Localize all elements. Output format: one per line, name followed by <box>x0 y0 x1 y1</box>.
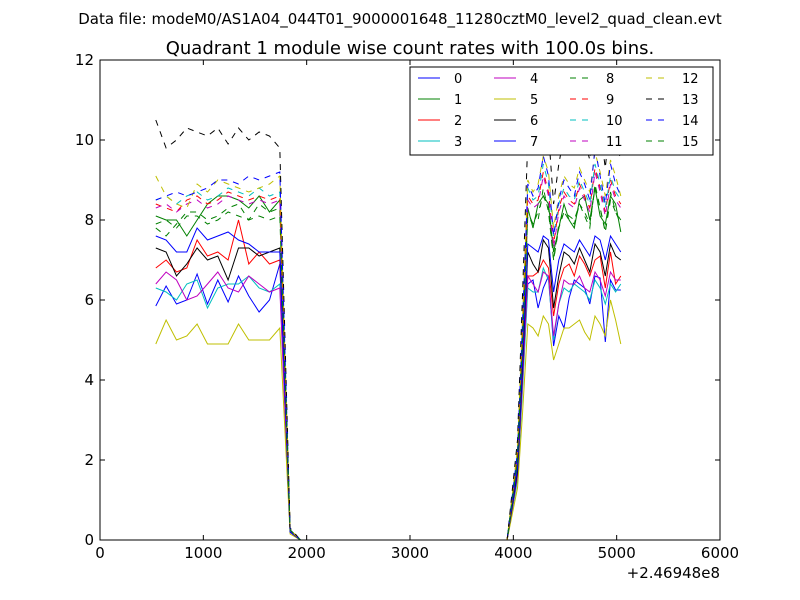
legend-label-15: 15 <box>682 135 699 150</box>
x-tick-label: 5000 <box>598 544 636 562</box>
y-tick-label: 10 <box>75 131 94 149</box>
legend-label-0: 0 <box>454 72 462 87</box>
legend-label-1: 1 <box>454 93 462 108</box>
x-axis-ticks: 0 1000 2000 3000 4000 5000 6000 <box>95 60 739 562</box>
plot-frame <box>99 59 721 541</box>
y-tick-label: 2 <box>84 451 94 469</box>
series-line-13 <box>155 99 622 540</box>
series-line-1 <box>155 187 622 540</box>
legend-label-2: 2 <box>454 114 462 129</box>
legend-frame <box>409 66 714 156</box>
y-tick-label: 0 <box>84 531 94 549</box>
legend-label-3: 3 <box>454 135 462 150</box>
x-tick-label: 6000 <box>701 544 739 562</box>
x-offset-label: +2.46948e8 <box>627 564 720 582</box>
legend-label-5: 5 <box>530 93 538 108</box>
series-line-5 <box>155 299 622 540</box>
series-line-7 <box>155 227 622 540</box>
y-tick-label: 4 <box>84 371 94 389</box>
y-tick-label: 6 <box>84 291 94 309</box>
series-line-15 <box>155 183 622 540</box>
legend-label-12: 12 <box>682 72 699 87</box>
figure-suptitle: Data file: modeM0/AS1A04_044T01_90000016… <box>78 10 722 29</box>
x-tick-label: 3000 <box>391 544 429 562</box>
series-line-10 <box>155 163 622 540</box>
series-line-9 <box>155 167 622 540</box>
legend-label-4: 4 <box>530 72 538 87</box>
x-tick-label: 1000 <box>184 544 222 562</box>
legend-label-7: 7 <box>530 135 538 150</box>
series-lines <box>155 99 622 540</box>
series-line-12 <box>155 151 622 540</box>
x-tick-label: 0 <box>95 544 105 562</box>
legend-label-14: 14 <box>682 114 699 129</box>
series-line-2 <box>155 219 622 540</box>
legend-label-8: 8 <box>606 72 614 87</box>
plot-series-group <box>155 99 622 540</box>
x-tick-label: 4000 <box>494 544 532 562</box>
series-line-11 <box>155 171 622 540</box>
chart-title: Quadrant 1 module wise count rates with … <box>166 38 655 59</box>
legend-label-6: 6 <box>530 114 538 129</box>
legend-label-10: 10 <box>606 114 623 129</box>
legend-label-11: 11 <box>606 135 623 150</box>
series-line-3 <box>155 266 622 540</box>
y-tick-label: 8 <box>84 211 94 229</box>
series-line-8 <box>155 187 622 540</box>
y-tick-label: 12 <box>75 51 94 69</box>
series-line-6 <box>155 238 622 540</box>
legend-label-9: 9 <box>606 93 614 108</box>
series-line-0 <box>155 263 621 540</box>
x-tick-label: 2000 <box>288 544 326 562</box>
series-line-4 <box>155 270 621 540</box>
legend-label-13: 13 <box>682 93 699 108</box>
